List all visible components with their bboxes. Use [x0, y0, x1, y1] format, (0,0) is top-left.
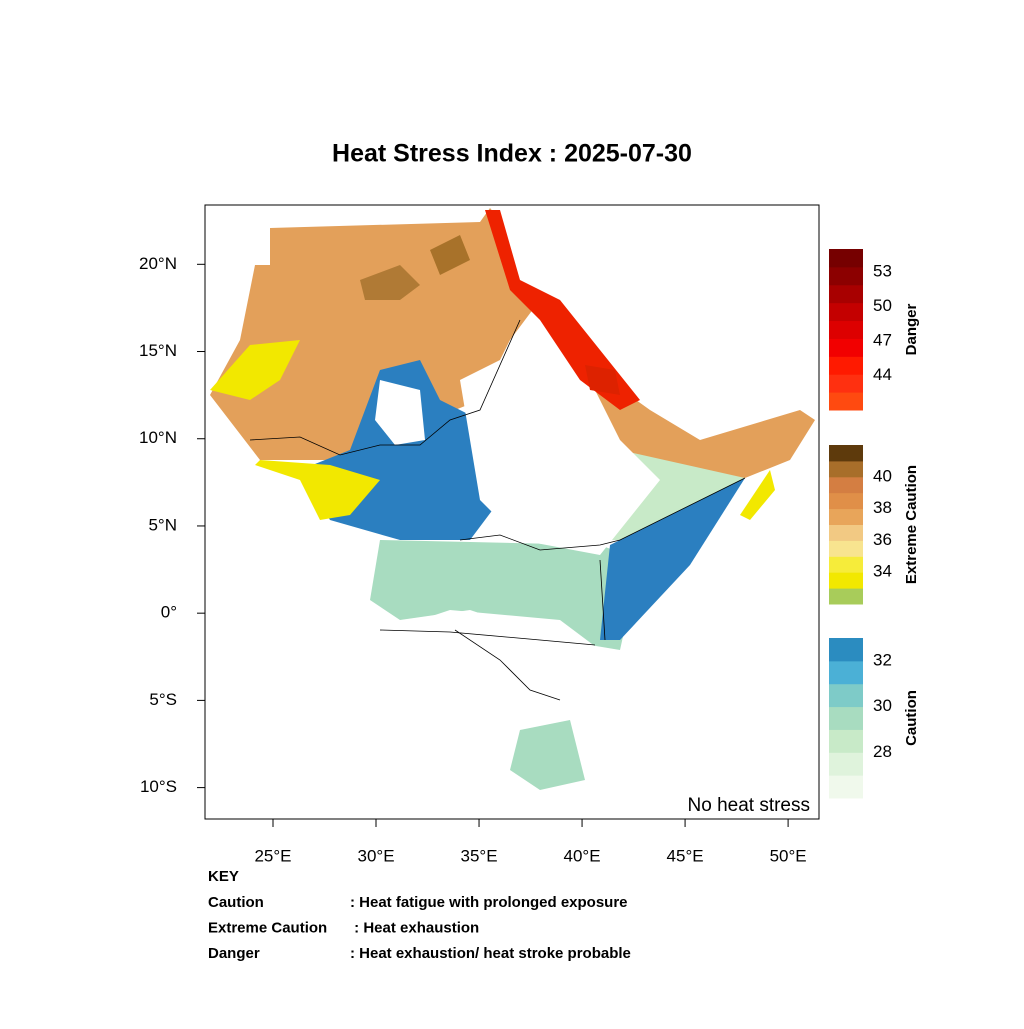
region-yellow: [740, 470, 775, 520]
colorbar-band: [829, 683, 863, 708]
key-term: Extreme Caution: [208, 919, 327, 936]
y-tick-label: 0°: [161, 603, 177, 622]
region-orange: [210, 208, 540, 460]
region-yellow: [210, 340, 300, 400]
region-yellow: [255, 460, 380, 520]
region-red: [585, 365, 620, 395]
key-meaning: : Heat exhaustion/ heat stroke probable: [350, 945, 631, 962]
colorbar-band: [829, 266, 863, 286]
y-tick-label: 20°N: [139, 254, 177, 273]
key-meaning: : Heat exhaustion: [350, 919, 479, 936]
y-tick-label: 10°N: [139, 428, 177, 447]
y-tick-label: 5°S: [149, 690, 177, 709]
colorbar-band: [829, 445, 863, 462]
x-tick-label: 25°E: [254, 846, 291, 865]
colorbar-band: [829, 284, 863, 304]
y-tick-label: 10°S: [140, 777, 177, 796]
colorbar-band: [829, 460, 863, 478]
colorbar-tick-label: 50: [873, 296, 892, 315]
x-tick-label: 35°E: [461, 846, 498, 865]
border: [454, 629, 561, 701]
region-white: [375, 380, 425, 445]
key-term: Caution: [208, 894, 264, 911]
colorbar-tick-label: 40: [873, 466, 892, 485]
border: [459, 477, 746, 551]
colorbar-band: [829, 524, 863, 541]
annotation: No heat stress: [688, 795, 811, 816]
key-title: KEY: [208, 868, 239, 885]
colorbar-band: [829, 338, 863, 357]
border: [379, 629, 596, 646]
border: [599, 559, 606, 641]
colorbar-band: [829, 476, 863, 494]
region-green: [370, 540, 640, 650]
colorbar-band: [829, 752, 863, 776]
colorbar-band: [829, 660, 863, 685]
colorbar-band: [829, 508, 863, 525]
region-dark: [430, 235, 470, 275]
map-layer: [210, 208, 815, 815]
key-term: Danger: [208, 945, 260, 962]
plot-frame: [204, 204, 820, 820]
region-dark: [360, 265, 420, 300]
colorbar-band: [829, 302, 863, 322]
y-tick-label: 5°N: [148, 515, 177, 534]
colorbar-tick-label: 38: [873, 498, 892, 517]
colorbar-tick-label: 34: [873, 562, 892, 581]
colorbar-title: Caution: [903, 690, 920, 746]
region-blue: [600, 478, 745, 640]
colorbar-band: [829, 492, 863, 510]
colorbar-band: [829, 392, 863, 411]
x-tick-label: 30°E: [357, 846, 394, 865]
colorbar-tick-label: 47: [873, 330, 892, 349]
colorbar-band: [829, 638, 863, 662]
colorbar-tick-label: 36: [873, 530, 892, 549]
region-green-south: [510, 720, 585, 790]
colorbar-band: [829, 320, 863, 339]
colorbar-band: [829, 775, 863, 799]
x-tick-label: 40°E: [564, 846, 601, 865]
colorbar-tick-label: 32: [873, 650, 892, 669]
y-tick-label: 15°N: [139, 341, 177, 360]
x-tick-label: 45°E: [667, 846, 704, 865]
colorbar-tick-label: 28: [873, 742, 892, 761]
x-tick-label: 50°E: [770, 846, 807, 865]
colorbar-title: Extreme Caution: [903, 465, 920, 584]
region-white: [460, 350, 660, 555]
colorbar-tick-label: 44: [873, 365, 892, 384]
colorbar-band: [829, 356, 863, 375]
colorbar-band: [829, 540, 863, 557]
colorbar-title: Danger: [903, 304, 920, 356]
colorbar-band: [829, 706, 863, 730]
key-meaning: : Heat fatigue with prolonged exposure: [350, 894, 628, 911]
border: [249, 319, 521, 456]
colorbar-tick-label: 53: [873, 261, 892, 280]
colorbar-band: [829, 374, 863, 393]
colorbar-tick-label: 30: [873, 696, 892, 715]
colorbar-band: [829, 556, 863, 573]
region-red-coast: [485, 210, 640, 410]
title: Heat Stress Index : 2025-07-30: [332, 140, 692, 168]
colorbar-band: [829, 249, 863, 268]
colorbar-band: [829, 729, 863, 753]
colorbar-band: [829, 572, 863, 589]
colorbar-band: [829, 588, 863, 605]
